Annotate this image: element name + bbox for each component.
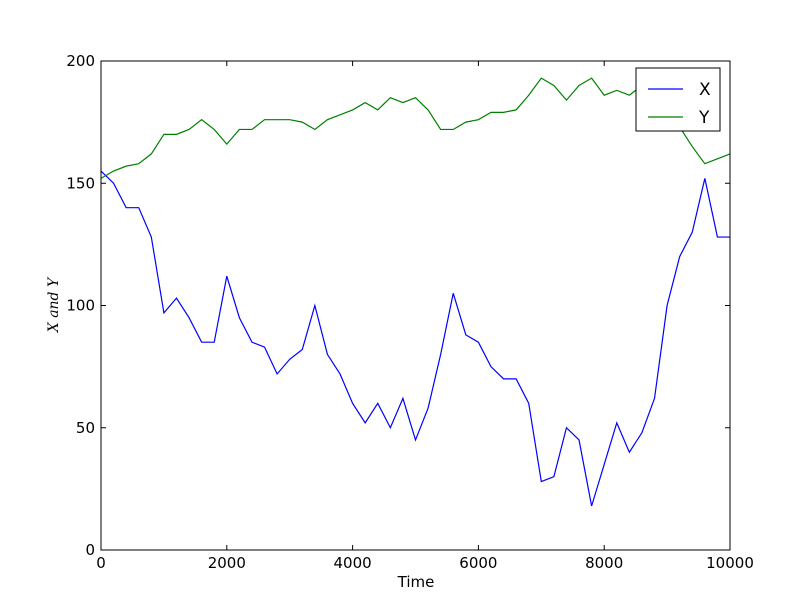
x-tick-label: 10000 bbox=[706, 554, 754, 572]
legend-label: X bbox=[699, 80, 711, 100]
x-tick-label: 2000 bbox=[208, 554, 246, 572]
data-line bbox=[100, 77, 731, 179]
y-axis-label: X and Y bbox=[46, 276, 62, 333]
y-tick-label: 50 bbox=[76, 419, 95, 437]
x-tick-label: 8000 bbox=[585, 554, 623, 572]
legend-label: Y bbox=[698, 108, 710, 128]
y-tick-label: 100 bbox=[66, 297, 95, 315]
legend-box bbox=[635, 67, 721, 132]
x-tick-label: 4000 bbox=[334, 554, 372, 572]
x-tick-label: 6000 bbox=[459, 554, 497, 572]
y-tick-label: 200 bbox=[66, 52, 95, 70]
y-tick-label: 150 bbox=[66, 174, 95, 192]
data-line bbox=[100, 170, 730, 507]
x-tick-label: 0 bbox=[96, 554, 106, 572]
y-tick-label: 0 bbox=[85, 541, 95, 559]
x-axis-label: Time bbox=[397, 573, 435, 591]
